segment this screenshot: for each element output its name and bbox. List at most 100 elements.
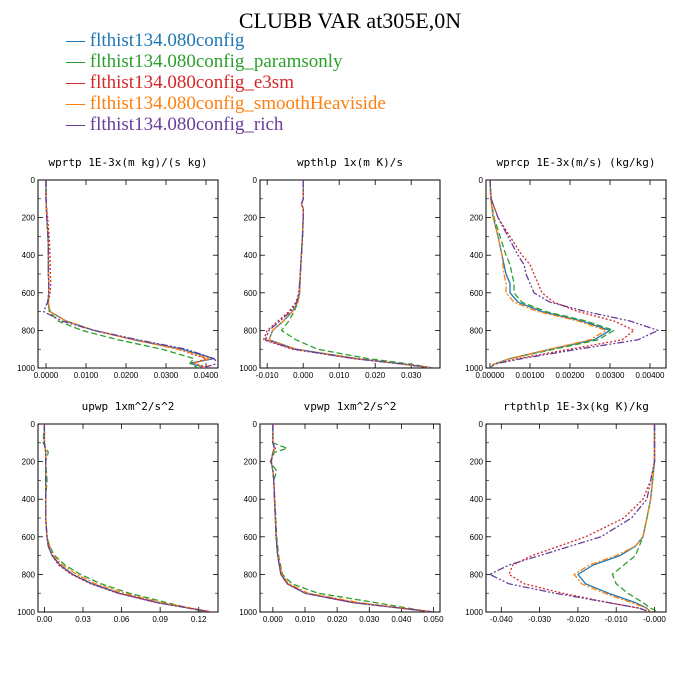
y-tick-label: 600 <box>244 289 258 298</box>
x-tick-label: 0.000 <box>263 615 284 624</box>
y-tick-label: 800 <box>244 570 258 579</box>
x-tick-label: 0.00200 <box>556 371 585 380</box>
y-tick-label: 800 <box>470 326 484 335</box>
series-line-red <box>262 180 433 368</box>
plot-frame <box>259 179 441 369</box>
y-tick-label: 200 <box>244 458 258 467</box>
plot-panel: wprcp 1E-3x(m/s) (kg/kg) 0 200 400 600 800 100… <box>465 156 667 380</box>
legend-label: flthist134.080config_smoothHeaviside <box>89 93 386 114</box>
series-line-green <box>280 180 433 368</box>
y-tick-label: 600 <box>244 533 258 542</box>
series-line-green <box>42 424 206 612</box>
y-tick-label: 400 <box>470 495 484 504</box>
y-tick-label: 600 <box>470 533 484 542</box>
y-tick-label: 200 <box>22 458 36 467</box>
legend-label: flthist134.080config <box>89 30 245 51</box>
y-tick-label: 800 <box>22 570 36 579</box>
x-tick-label: 0.050 <box>424 615 445 624</box>
x-tick-label: 0.03 <box>75 615 91 624</box>
x-tick-label: 0.020 <box>327 615 348 624</box>
legend-swatch: — <box>66 51 90 72</box>
y-tick-label: 800 <box>244 326 258 335</box>
x-tick-label: -0.040 <box>490 615 513 624</box>
legend-swatch: — <box>66 30 90 51</box>
series-line-red <box>45 180 211 368</box>
legend-swatch: — <box>66 93 90 114</box>
series-line-purple <box>489 180 659 368</box>
x-tick-label: 0.0200 <box>114 371 139 380</box>
legend-item: — flthist134.080config_paramsonly <box>66 51 386 72</box>
series-line-red <box>43 424 212 612</box>
y-tick-label: 200 <box>22 214 36 223</box>
series-line-blue <box>268 180 433 368</box>
series-line-purple <box>43 424 212 612</box>
series-line-purple <box>489 424 656 612</box>
x-tick-label: 0.030 <box>401 371 422 380</box>
x-tick-label: 0.010 <box>329 371 350 380</box>
panel-title: wpthlp 1x(m K)/s <box>297 156 403 169</box>
panel-title: wprtp 1E-3x(m kg)/(s kg) <box>49 156 208 169</box>
x-tick-label: -0.020 <box>567 615 590 624</box>
x-tick-label: 0.020 <box>365 371 386 380</box>
series-line-blue <box>45 180 215 368</box>
plot-panel: rtpthlp 1E-3x(kg K)/kg02004006008001000-… <box>465 400 667 624</box>
series-line-orange <box>489 180 607 368</box>
plot-panel: vpwp 1xm^2/s^2 0 200 400 600 800 1000 0.000 0.01… <box>239 400 444 624</box>
x-tick-label: -0.010 <box>605 615 628 624</box>
legend: — flthist134.080config — flthist134.080c… <box>66 30 386 135</box>
plot-frame <box>485 423 667 613</box>
legend-item: — flthist134.080config_smoothHeaviside <box>66 93 386 114</box>
x-tick-label: 0.00300 <box>596 371 625 380</box>
x-tick-label: -0.010 <box>256 371 279 380</box>
series-line-blue <box>489 180 611 368</box>
y-tick-label: 0 <box>253 176 258 185</box>
x-tick-label: 0.12 <box>191 615 207 624</box>
series-line-green <box>611 424 659 612</box>
legend-label: flthist134.080config_rich <box>89 114 284 135</box>
y-tick-label: 400 <box>22 495 36 504</box>
series-line-purple <box>264 180 433 368</box>
y-tick-label: 600 <box>22 533 36 542</box>
series-line-orange <box>268 180 433 368</box>
x-tick-label: 0.0300 <box>154 371 179 380</box>
legend-label: flthist134.080config_paramsonly <box>89 51 343 72</box>
series-line-blue <box>43 424 212 612</box>
series-line-red <box>270 424 434 612</box>
y-tick-label: 1000 <box>465 364 483 373</box>
y-tick-label: 400 <box>244 251 258 260</box>
y-tick-label: 600 <box>470 289 484 298</box>
series-line-green <box>45 180 199 368</box>
plot-panel: wpthlp 1x(m K)/s 0 200 400 600 800 1000-0.010 0… <box>239 156 441 380</box>
y-tick-label: 1000 <box>17 608 35 617</box>
y-tick-label: 0 <box>479 420 484 429</box>
panel-title: wprcp 1E-3x(m/s) (kg/kg) <box>497 156 656 169</box>
legend-swatch: — <box>66 114 90 135</box>
series-line-purple <box>270 424 434 612</box>
y-tick-label: 200 <box>470 458 484 467</box>
panel-title: upwp 1xm^2/s^2 <box>82 400 175 413</box>
y-tick-label: 0 <box>253 420 258 429</box>
series-line-orange <box>573 424 656 612</box>
y-tick-label: 200 <box>470 214 484 223</box>
series-line-green <box>269 424 431 612</box>
series-line-red <box>489 180 635 368</box>
x-tick-label: 0.00 <box>37 615 53 624</box>
plot-panel: wprtp 1E-3x(m kg)/(s kg) 0 200 400 600 800 100… <box>17 156 219 380</box>
y-tick-label: 1000 <box>239 364 257 373</box>
series-line-purple <box>42 180 218 368</box>
x-tick-label: -0.000 <box>643 615 666 624</box>
y-tick-label: 1000 <box>465 608 483 617</box>
y-tick-label: 400 <box>22 251 36 260</box>
series-line-blue <box>270 424 434 612</box>
page-title: CLUBB VAR at305E,0N <box>238 8 462 33</box>
y-tick-label: 400 <box>244 495 258 504</box>
x-tick-label: 0.0100 <box>74 371 99 380</box>
x-tick-label: -0.030 <box>528 615 551 624</box>
y-tick-label: 0 <box>479 176 484 185</box>
x-tick-label: 0.06 <box>114 615 130 624</box>
x-tick-label: 0.09 <box>152 615 168 624</box>
plot-frame <box>37 423 219 613</box>
x-tick-label: 0.030 <box>359 615 380 624</box>
